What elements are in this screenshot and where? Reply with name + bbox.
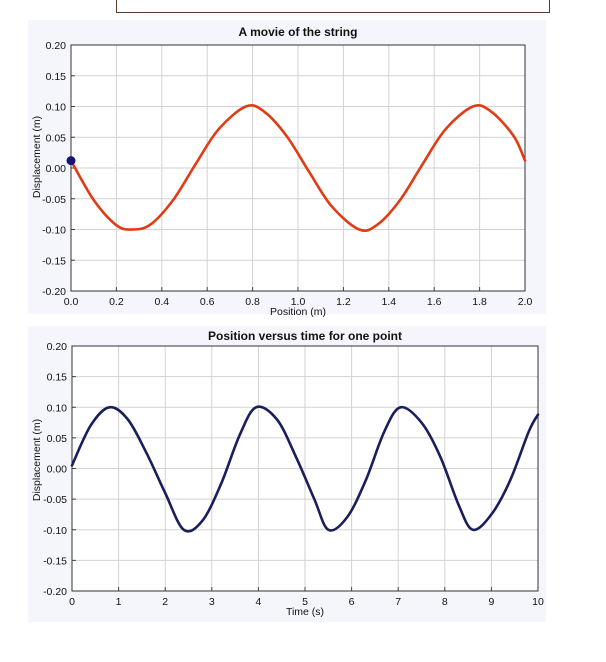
- x-tick-label: 0.6: [200, 296, 215, 308]
- x-tick-label: 7: [395, 596, 401, 608]
- x-tick-label: 0.8: [245, 296, 260, 308]
- string-movie-chart: A movie of the string Position (m) Displ…: [31, 25, 533, 318]
- x-tick-label: 0.0: [64, 296, 79, 308]
- y-tick-label: 0.10: [47, 402, 68, 414]
- x-tick-label: 10: [532, 596, 544, 608]
- y-tick-label: 0.20: [47, 341, 68, 353]
- y-tick-label: -0.05: [43, 494, 67, 506]
- y-tick-label: 0.05: [46, 132, 67, 144]
- x-axis-label: Time (s): [286, 606, 324, 618]
- x-tick-label: 2: [162, 596, 168, 608]
- y-tick-label: 0.20: [46, 40, 67, 52]
- y-tick-label: -0.20: [43, 586, 67, 598]
- chart-title: A movie of the string: [239, 25, 358, 39]
- x-tick-label: 1.6: [427, 296, 442, 308]
- x-tick-label: 9: [488, 596, 494, 608]
- plot-frame: [70, 44, 526, 292]
- x-tick-label: 0.4: [154, 296, 169, 308]
- x-axis-label: Position (m): [270, 306, 326, 318]
- x-tick-label: 2.0: [518, 296, 533, 308]
- tracked-point-marker: [66, 156, 76, 166]
- series-line: [70, 405, 540, 533]
- y-axis-label: Displacement (m): [31, 419, 43, 501]
- x-tick-label: 1.4: [381, 296, 396, 308]
- y-tick-label: -0.15: [42, 255, 66, 267]
- y-tick-label: -0.10: [43, 525, 67, 537]
- x-tick-label: 0.2: [109, 296, 124, 308]
- y-tick-label: -0.15: [43, 555, 67, 567]
- x-tick-label: 8: [442, 596, 448, 608]
- chart-title: Position versus time for one point: [208, 329, 402, 343]
- y-tick-label: -0.20: [42, 286, 66, 298]
- y-tick-label: 0.00: [47, 464, 68, 476]
- y-tick-label: -0.10: [42, 225, 66, 237]
- x-tick-label: 4: [255, 596, 261, 608]
- position-time-chart: Position versus time for one point Time …: [31, 329, 544, 618]
- x-tick-label: 6: [349, 596, 355, 608]
- x-tick-label: 1.8: [472, 296, 487, 308]
- x-tick-label: 1.2: [336, 296, 351, 308]
- x-tick-label: 1.0: [291, 296, 306, 308]
- y-tick-label: 0.00: [46, 163, 67, 175]
- x-tick-label: 0: [69, 596, 75, 608]
- y-axis-label: Displacement (m): [31, 116, 43, 198]
- control-frame: [116, 0, 550, 13]
- x-tick-label: 5: [302, 596, 308, 608]
- y-tick-label: -0.05: [42, 194, 66, 206]
- y-tick-label: 0.15: [47, 372, 68, 384]
- y-tick-label: 0.10: [46, 102, 67, 114]
- x-tick-label: 3: [209, 596, 215, 608]
- y-tick-label: 0.15: [46, 71, 67, 83]
- y-tick-label: 0.05: [47, 433, 68, 445]
- plot-frame: [71, 345, 539, 592]
- x-tick-label: 1: [116, 596, 122, 608]
- series-line: [69, 104, 527, 232]
